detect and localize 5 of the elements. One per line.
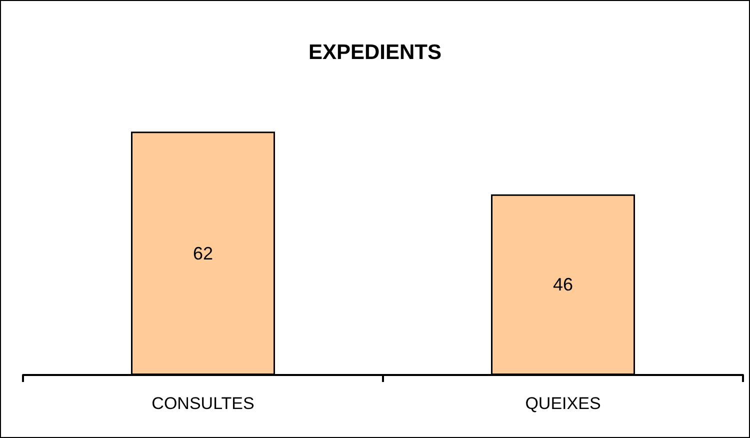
- x-tick-label: CONSULTES: [152, 394, 254, 413]
- chart-title: EXPEDIENTS: [308, 41, 442, 64]
- data-label: 62: [192, 243, 214, 264]
- data-label: 46: [552, 274, 574, 295]
- x-tick-label: QUEIXES: [525, 394, 601, 413]
